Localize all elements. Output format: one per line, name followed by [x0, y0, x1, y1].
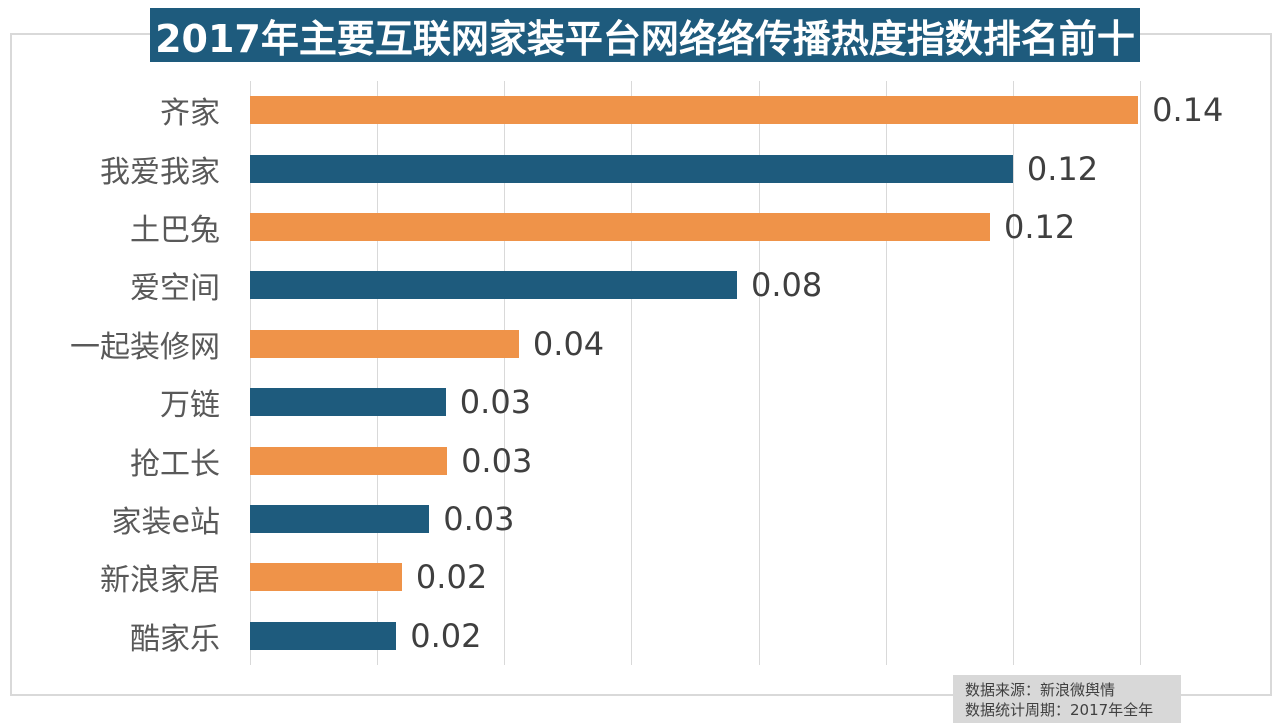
gridline	[504, 81, 506, 665]
chart-row: 土巴兔 0.12	[0, 198, 1282, 256]
chart-row: 抢工长 0.03	[0, 431, 1282, 489]
chart-row: 爱空间 0.08	[0, 256, 1282, 314]
category-label: 新浪家居	[100, 563, 220, 599]
gridline	[250, 81, 251, 665]
bar	[250, 446, 448, 475]
category-label: 我爱我家	[100, 154, 220, 190]
source-line-2: 数据统计周期：2017年全年	[965, 701, 1154, 719]
category-label: 爱空间	[130, 271, 220, 307]
category-label: 土巴兔	[130, 212, 220, 248]
gridline	[758, 81, 760, 665]
bar	[250, 504, 430, 533]
chart-row: 一起装修网 0.04	[0, 315, 1282, 373]
value-label: 0.02	[410, 616, 482, 655]
gridline	[1140, 81, 1141, 665]
chart-row: 新浪家居 0.02	[0, 548, 1282, 606]
gridline	[1012, 81, 1014, 665]
chart-row: 家装e站 0.03	[0, 490, 1282, 548]
chart-title: 2017年主要互联网家装平台网络络传播热度指数排名前十	[155, 16, 1135, 61]
category-label: 抢工长	[130, 446, 220, 482]
bar	[250, 212, 990, 241]
bar	[250, 154, 1013, 183]
gridline	[377, 81, 379, 665]
chart-frame	[10, 33, 1272, 696]
gridline	[631, 81, 633, 665]
bar	[250, 563, 402, 592]
bar	[250, 96, 1139, 125]
chart-row: 酷家乐 0.02	[0, 607, 1282, 665]
gridline	[885, 81, 887, 665]
value-label: 0.12	[1026, 149, 1099, 188]
value-label: 0.14	[1152, 91, 1224, 130]
category-label: 万链	[160, 388, 220, 424]
bar	[250, 271, 737, 300]
bar	[250, 388, 446, 417]
source-line-1: 数据来源：新浪微舆情	[965, 681, 1116, 699]
value-label: 0.03	[443, 499, 515, 538]
bar	[250, 329, 519, 358]
value-label: 0.04	[532, 324, 605, 363]
value-label: 0.02	[415, 558, 488, 597]
category-label: 家装e站	[111, 504, 220, 540]
source-note: 数据来源：新浪微舆情 数据统计周期：2017年全年	[953, 675, 1181, 723]
value-label: 0.12	[1003, 207, 1076, 246]
category-label: 酷家乐	[130, 621, 220, 657]
value-label: 0.08	[750, 266, 823, 305]
chart-row: 我爱我家 0.12	[0, 139, 1282, 197]
category-label: 一起装修网	[70, 329, 220, 365]
category-label: 齐家	[160, 96, 220, 132]
value-label: 0.03	[459, 383, 532, 422]
chart-row: 齐家 0.14	[0, 81, 1282, 139]
value-label: 0.03	[461, 441, 533, 480]
chart-row: 万链 0.03	[0, 373, 1282, 431]
bar	[250, 621, 397, 650]
chart-rows: 齐家 0.14 我爱我家 0.12 土巴兔 0.12 爱空间 0.08 一起装修网 0.04 万链 0…	[0, 81, 1282, 665]
chart-title-bar: 2017年主要互联网家装平台网络络传播热度指数排名前十	[150, 8, 1140, 62]
